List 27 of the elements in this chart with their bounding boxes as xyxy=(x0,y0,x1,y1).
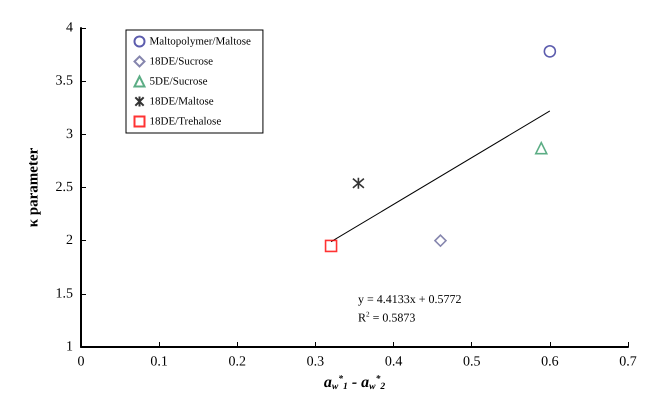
y-tick-label: 3.5 xyxy=(56,74,73,89)
x-tick-label: 0.6 xyxy=(541,354,559,370)
y-axis-title: κ parameter xyxy=(26,147,42,228)
y-tick-label: 2 xyxy=(66,233,73,248)
y-tick-label: 3 xyxy=(66,126,73,142)
y-tick-label: 1.5 xyxy=(56,286,73,302)
point xyxy=(324,240,338,252)
legend-label: 18DE/Trehalose xyxy=(150,116,222,128)
legend-label: 5DE/Sucrose xyxy=(150,76,208,88)
y-tick-label: 1 xyxy=(66,340,73,354)
point xyxy=(534,142,548,154)
legend-label: 18DE/Sucrose xyxy=(150,56,214,68)
x-tick-label: 0.2 xyxy=(228,354,246,370)
x-tick-label: 0.1 xyxy=(150,354,168,370)
point xyxy=(434,234,447,247)
x-tick-label: 0.5 xyxy=(462,354,480,370)
annotation: y = 4.4133x + 0.5772 xyxy=(358,292,462,306)
y-tick-label: 4 xyxy=(66,20,73,36)
y-tick-label: 2.5 xyxy=(56,180,73,195)
x-tick-label: 0 xyxy=(78,354,84,370)
legend-label: Maltopolymer/Maltose xyxy=(150,36,252,48)
x-tick-label: 0.4 xyxy=(384,354,402,370)
x-tick-label: 0.7 xyxy=(619,354,637,370)
point xyxy=(352,176,365,190)
legend-label: 18DE/Maltose xyxy=(150,96,214,108)
point xyxy=(544,45,556,58)
x-tick-label: 0.3 xyxy=(306,354,324,370)
